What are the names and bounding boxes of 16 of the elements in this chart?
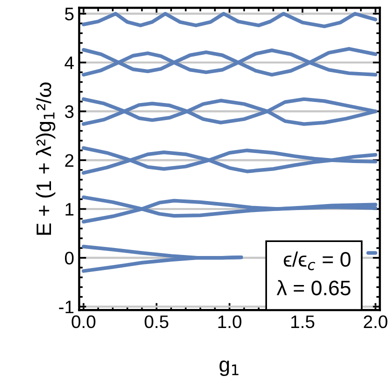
- y-tick-label: 2: [65, 154, 74, 167]
- y-tick-label: 0: [64, 252, 74, 265]
- y-tick-label: 1: [66, 203, 74, 216]
- y-tick-label: 3: [64, 105, 74, 118]
- y-axis-title: E + (1 + λ²)g$_{1}$²/ω: [36, 82, 56, 235]
- x-tick-label: 2.0: [364, 315, 388, 328]
- x-tick-label: 0.5: [144, 315, 168, 328]
- annotation: ϵ/ϵ$_{c}$ = 0: [284, 251, 350, 270]
- x-tick-label: 1.5: [291, 316, 314, 328]
- y-tick-label: -1: [59, 300, 74, 314]
- annotation: λ = 0.65: [276, 280, 350, 296]
- x-axis-title: g$_{1}$: [220, 360, 238, 376]
- y-tick-label: 4: [64, 56, 74, 70]
- y-tick-label: 5: [64, 8, 74, 20]
- x-tick-label: 0.0: [72, 315, 96, 328]
- x-tick-label: 1.0: [218, 315, 242, 328]
